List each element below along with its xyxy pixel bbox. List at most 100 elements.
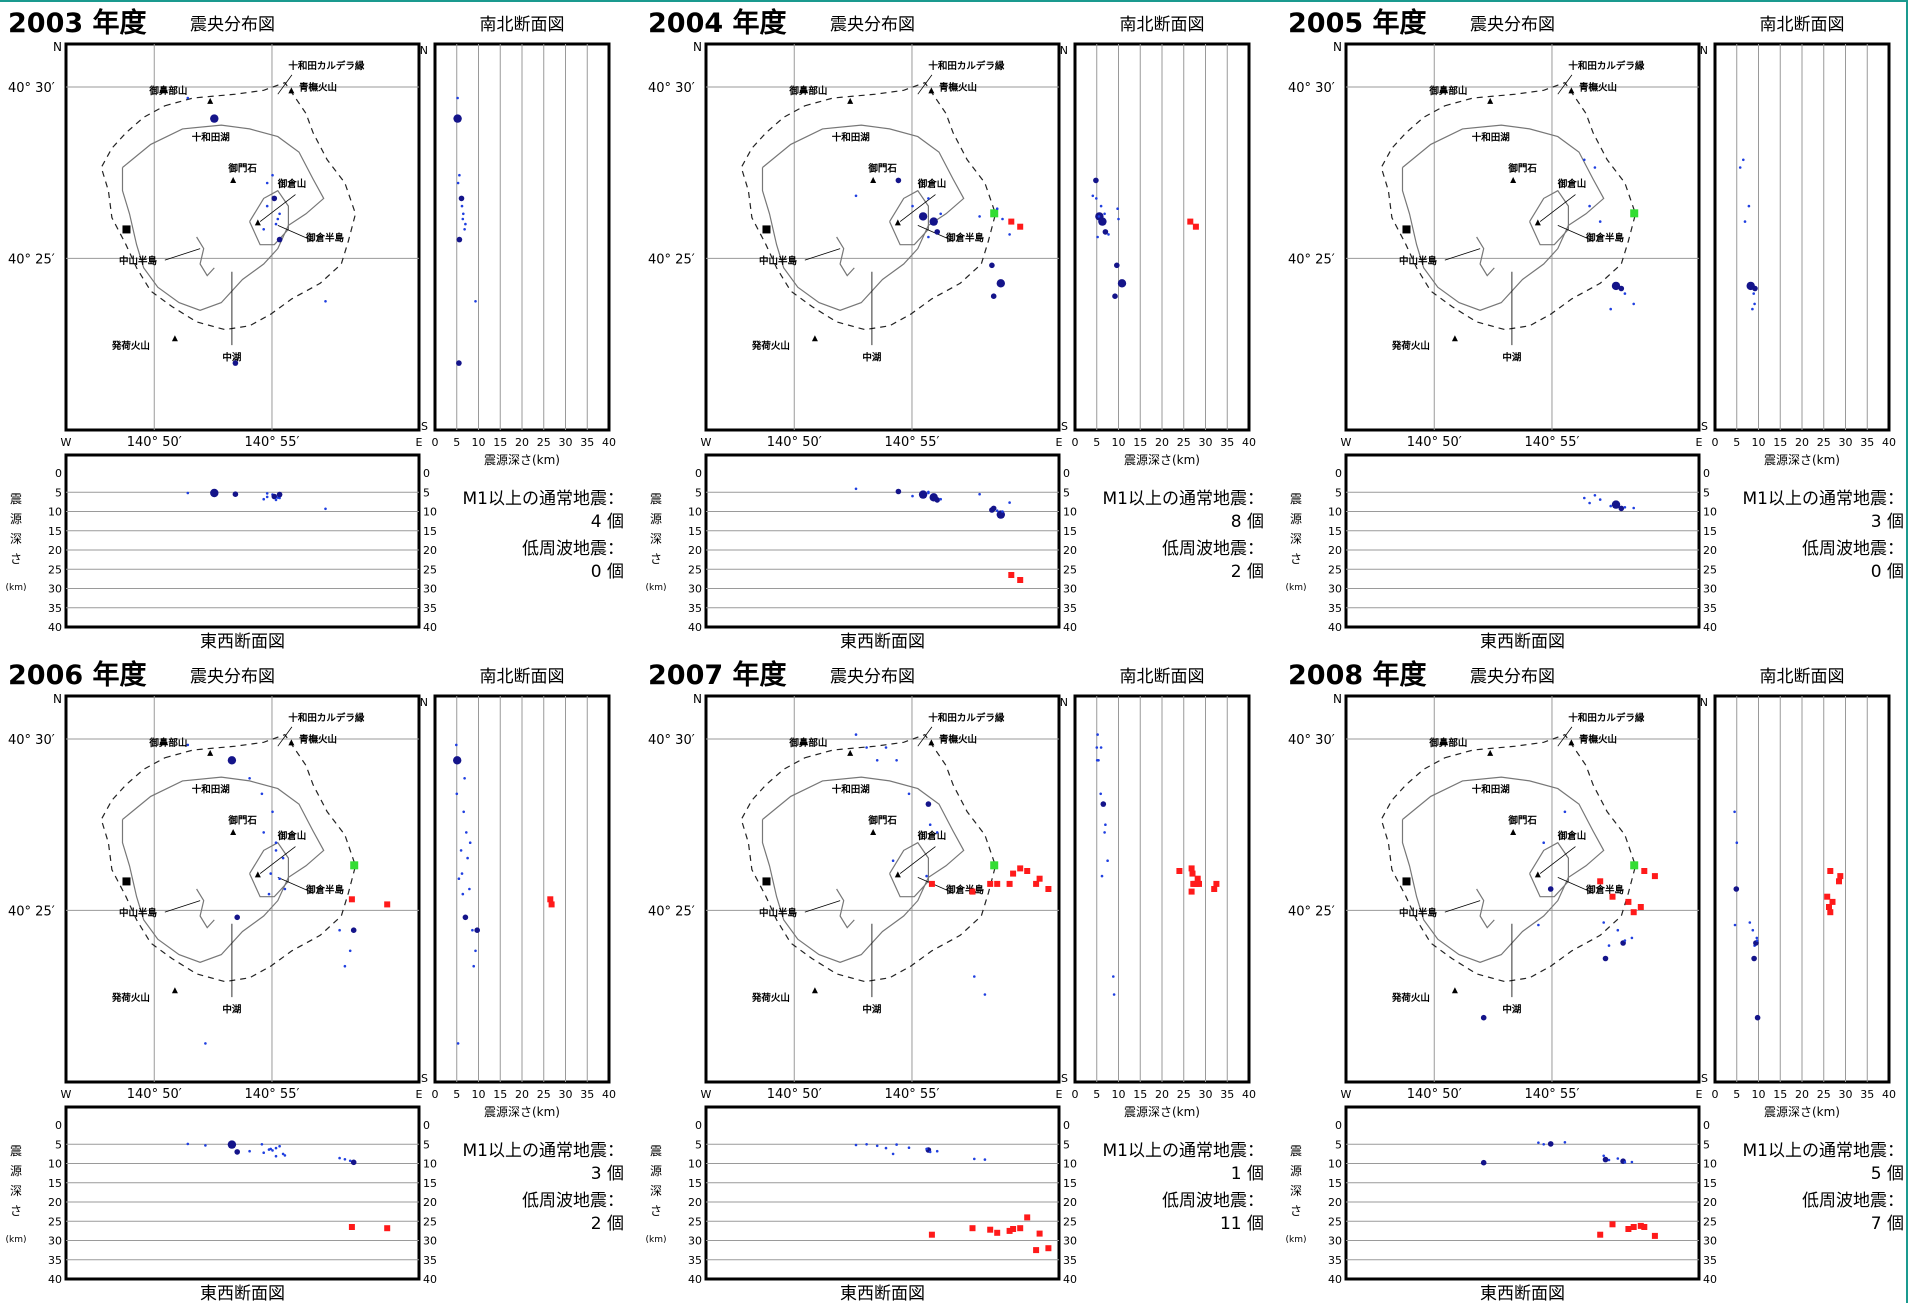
seismic-station-marker [350,861,359,870]
m1-count-value: 3 個 [591,1164,624,1184]
epicenter-low-frequency-mark [1630,909,1637,916]
epicenter-title: 震央分布図 [830,667,915,687]
ns-normal-mark [1755,939,1759,942]
ew-depth-axis-char: 震 [1290,492,1302,506]
ns-depth-tick: 25 [1177,1088,1191,1101]
ns-normal-mark [1752,285,1758,292]
ns-north-label: N [1060,44,1068,57]
epicenter-low-frequency-mark [1651,873,1658,880]
ew-depth-tick-right: 5 [423,486,430,499]
ns-low-frequency-mark [1188,865,1195,872]
epicenter-normal-mark [265,204,269,208]
ew-depth-tick-left: 15 [48,525,62,538]
ew-depth-tick-right: 40 [1703,621,1717,634]
epicenter-normal-mark [1598,220,1602,223]
epicenter-normal-mark [338,928,341,932]
ew-low-frequency-mark [1625,1226,1632,1232]
ew-depth-tick-left: 25 [688,563,702,576]
epicenter-normal-mark [232,360,239,366]
ew-normal-mark [990,505,997,512]
caldera-rim-outline [100,733,357,983]
ns-normal-mark [463,777,466,780]
label-gomon-rock: 御門石 [227,162,257,174]
aomori-volcano-marker [928,739,935,746]
ns-depth-tick: 40 [1882,436,1896,449]
ew-normal-mark [283,1154,287,1157]
ew-depth-tick-right: 40 [423,621,437,634]
ew-normal-mark [343,1158,347,1161]
map-north-label: N [693,40,702,54]
epicenter-normal-mark [1583,158,1586,162]
ew-depth-tick-right: 35 [1703,602,1717,615]
ns-normal-mark [1733,810,1736,814]
epicenter-normal-mark [283,887,287,891]
ew-depth-axis-char: さ [10,552,22,566]
ns-depth-tick: 25 [537,436,551,449]
epicenter-normal-mark [324,300,327,303]
ew-depth-tick-right: 30 [423,583,437,596]
ew-normal-mark [918,490,928,499]
ew-depth-axis-char: 源 [10,1164,22,1178]
epicenter-normal-mark [1542,841,1545,844]
epicenter-normal-mark [927,197,930,200]
ns-depth-tick: 20 [1155,436,1169,449]
ns-low-frequency-mark [1827,909,1834,916]
caldera-leader [277,726,293,747]
ns-normal-mark [1116,207,1119,210]
ns-section-title: 南北断面図 [1760,15,1845,35]
ns-depth-tick: 15 [1773,436,1787,449]
ew-depth-axis-char: 深 [1290,1184,1302,1198]
ns-normal-mark [1753,302,1756,306]
label-caldera-rim: 十和田カルデラ縁 [288,712,365,724]
ew-normal-mark [276,491,283,498]
ew-depth-tick-left: 10 [688,1158,702,1171]
lon-label-50: 140° 50′ [767,435,822,450]
ew-depth-tick-left: 15 [1328,1177,1342,1190]
ew-depth-tick-left: 30 [1328,1235,1342,1248]
ew-depth-tick-left: 30 [48,583,62,596]
ogura-marker [1534,219,1541,226]
ns-normal-mark [460,204,464,208]
ew-depth-unit: (km) [5,583,26,593]
nakayama-leader [1444,248,1481,261]
ew-normal-mark [1598,498,1602,501]
ew-depth-axis-char: 源 [10,512,22,526]
ew-depth-tick-left: 5 [695,1138,702,1151]
epicenter-normal-mark [1593,166,1597,169]
ogura-leader [899,194,936,222]
frame-line-top [0,0,1908,2]
ns-depth-tick: 40 [602,436,616,449]
epicenter-normal-mark [1630,936,1634,940]
ns-depth-tick: 40 [602,1088,616,1101]
caldera-leader [1557,726,1573,747]
ew-normal-mark [1537,1141,1540,1144]
ns-normal-mark [461,892,465,896]
ohanabe-marker [207,97,214,104]
ew-depth-tick-left: 5 [55,1138,62,1151]
ohanabe-marker [847,97,854,104]
epicenter-normal-mark [269,872,273,875]
ns-normal-mark [455,792,459,796]
ew-frame [1344,1105,1701,1281]
ew-depth-tick-left: 10 [1328,1158,1342,1171]
ew-depth-axis-char: 源 [1290,1164,1302,1178]
ns-normal-mark [1099,792,1102,796]
ns-normal-mark [1098,217,1107,226]
epicenter-normal-mark [1611,281,1621,291]
ew-depth-tick-left: 40 [688,1273,702,1286]
caldera-rim-outline [740,733,997,983]
ew-depth-tick-left: 20 [688,544,702,557]
ew-normal-mark [1588,501,1591,505]
year-title: 2007 年度 [648,659,787,691]
ew-normal-mark [260,1143,264,1146]
ns-section-title: 南北断面図 [480,15,565,35]
epicenter-low-frequency-mark [1006,880,1013,887]
ew-normal-mark [928,1150,932,1154]
epicenter-normal-mark [1547,886,1554,892]
ew-normal-mark [1583,496,1586,500]
ew-section-plot: 0 0 5 5 10 10 15 15 20 20 25 25 30 30 35 35 40 40 震源深さ (km) [645,453,1077,634]
seismic-station-marker [1630,209,1639,218]
ns-normal-mark [1117,279,1127,288]
m1-count-value: 8 個 [1231,512,1264,532]
low-freq-count-label: 低周波地震： [1802,1191,1904,1211]
